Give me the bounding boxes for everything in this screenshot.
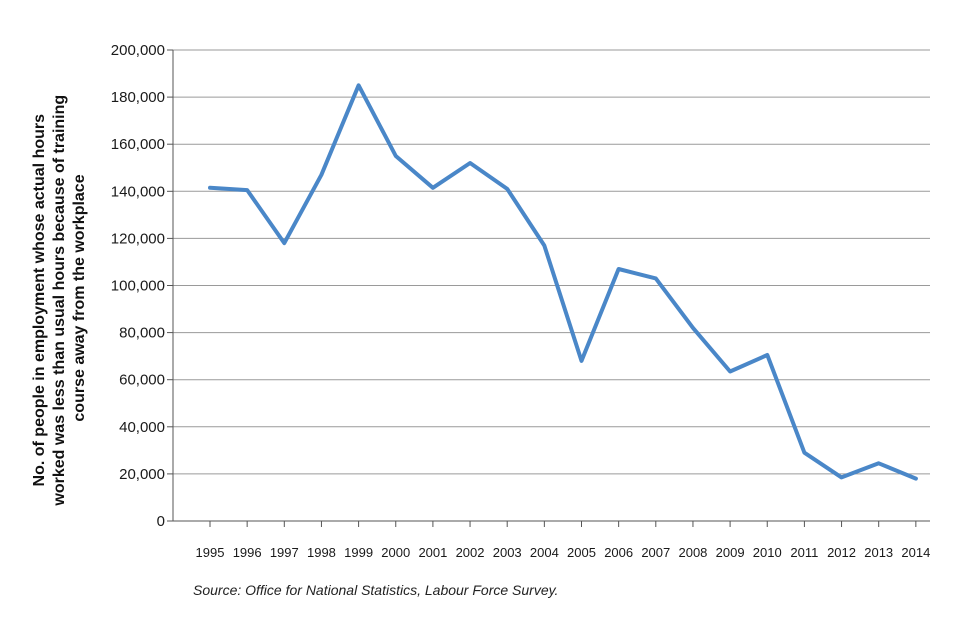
y-tick-label: 60,000 (119, 372, 165, 389)
y-axis-label: No. of people in employment whose actual… (31, 90, 88, 506)
x-tick-label: 2014 (901, 545, 930, 560)
data-point (357, 83, 361, 87)
data-point (617, 267, 621, 271)
x-tick-label: 2003 (493, 545, 522, 560)
y-tick-label: 80,000 (119, 325, 165, 342)
x-tick-label: 2000 (381, 545, 410, 560)
x-tick-label: 2013 (864, 545, 893, 560)
y-tick-label: 140,000 (111, 183, 165, 200)
data-point (765, 353, 769, 357)
data-point (802, 451, 806, 455)
y-tick-labels: 0 20,000 40,000 60,000 80,000 100,000 120,000 1… (111, 42, 165, 530)
y-axis-label-line-3: course away from the workplace (71, 174, 88, 421)
data-point (282, 241, 286, 245)
x-tick-label: 1996 (233, 545, 262, 560)
y-tick-label: 40,000 (119, 419, 165, 436)
x-tick-label: 2001 (418, 545, 447, 560)
y-tick-label: 200,000 (111, 42, 165, 59)
x-tick-label: 2008 (678, 545, 707, 560)
data-point (654, 276, 658, 280)
data-point (431, 186, 435, 190)
x-tick-label: 1999 (344, 545, 373, 560)
x-tick-label: 2012 (827, 545, 856, 560)
y-tick-label: 100,000 (111, 278, 165, 295)
data-point (580, 359, 584, 363)
series-line (208, 83, 918, 481)
x-tick-label: 1995 (196, 545, 225, 560)
y-tick-label: 180,000 (111, 89, 165, 106)
data-point (877, 461, 881, 465)
data-point (208, 186, 212, 190)
data-point (319, 173, 323, 177)
data-point (914, 477, 918, 481)
series-layer (208, 83, 918, 481)
source-note: Source: Office for National Statistics, … (193, 582, 559, 598)
grid-lines (173, 49, 930, 475)
x-tick-label: 2002 (456, 545, 485, 560)
y-axis-label-line-1: No. of people in employment whose actual… (31, 114, 48, 487)
x-tick-label: 2009 (716, 545, 745, 560)
x-tick-label: 2005 (567, 545, 596, 560)
x-tick-label: 1997 (270, 545, 299, 560)
data-point (245, 188, 249, 192)
data-point (691, 326, 695, 330)
y-axis-label-line-2: worked was less than usual hours because… (51, 95, 68, 507)
data-point (728, 369, 732, 373)
data-point (468, 161, 472, 165)
x-tick-label: 2010 (753, 545, 782, 560)
x-tick-label: 1998 (307, 545, 336, 560)
data-point (394, 154, 398, 158)
x-tick-label: 2011 (790, 545, 818, 560)
x-tick-label: 2006 (604, 545, 633, 560)
y-tick-label: 20,000 (119, 466, 165, 483)
x-tick-label: 2004 (530, 545, 559, 560)
y-tick-label: 120,000 (111, 230, 165, 247)
axes (167, 49, 930, 527)
y-tick-label: 160,000 (111, 136, 165, 153)
x-tick-labels: 1995 1996 1997 1998 1999 2000 2001 2002 2003 2004… (196, 545, 931, 560)
x-tick-label: 2007 (641, 545, 670, 560)
y-tick-label: 0 (157, 513, 165, 530)
data-point (505, 187, 509, 191)
data-point (542, 243, 546, 247)
data-point (840, 475, 844, 479)
